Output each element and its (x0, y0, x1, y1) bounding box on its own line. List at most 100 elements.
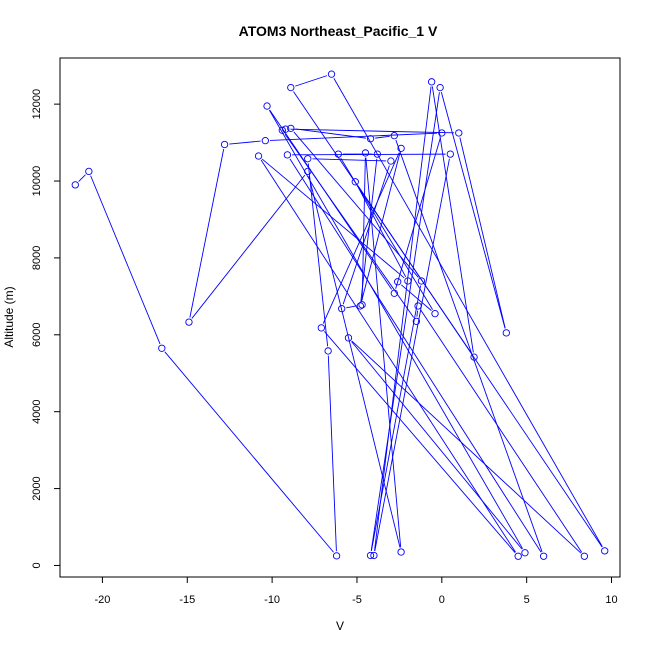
x-tick-label: 5 (524, 594, 530, 606)
series-line-segment (357, 185, 407, 278)
series-line-segment (308, 175, 401, 548)
series-line-segment (284, 133, 415, 318)
series-line-segment (374, 158, 450, 551)
data-point (370, 551, 378, 560)
data-point (514, 552, 522, 560)
data-point (351, 178, 359, 186)
data-point (390, 132, 398, 140)
data-point (361, 149, 370, 157)
data-point (327, 70, 336, 78)
series-line-segment (261, 158, 405, 279)
series-line-segment (333, 78, 603, 548)
data-point (470, 353, 478, 361)
data-point (282, 125, 290, 133)
data-point (373, 150, 381, 158)
data-point (304, 155, 312, 163)
series-line-segment (293, 131, 419, 278)
series-line-segment (395, 139, 543, 552)
data-point (324, 347, 332, 355)
y-tick-label: 4000 (31, 399, 43, 423)
data-point (390, 289, 398, 297)
series-line-segment (360, 158, 378, 302)
data-point (287, 83, 295, 92)
series-line-segment (90, 175, 161, 345)
series-line-segment (416, 310, 418, 317)
series-line-segment (189, 149, 225, 318)
series-line-segment (361, 157, 366, 301)
data-point (304, 167, 312, 176)
data-point (356, 302, 365, 310)
series-lines (78, 75, 603, 554)
y-axis-label: Altitude (m) (2, 286, 16, 347)
series-line-segment (312, 158, 387, 162)
data-point (334, 150, 342, 158)
data-point (158, 344, 166, 352)
x-tick-label: 10 (605, 594, 617, 606)
data-point (397, 548, 405, 556)
series-line-segment (374, 86, 432, 551)
data-point (580, 552, 589, 560)
y-tick-label: 2000 (31, 476, 43, 500)
data-point (446, 150, 454, 158)
y-tick-label: 6000 (31, 323, 43, 347)
series-line-segment (351, 340, 582, 554)
x-tick-label: 0 (439, 594, 445, 606)
series-line-segment (340, 157, 433, 310)
series-line-segment (440, 92, 506, 329)
data-point (287, 124, 295, 133)
series-line-segment (290, 128, 455, 134)
series-line-segment (327, 355, 337, 552)
data-point (417, 277, 426, 285)
series-line-segment (342, 165, 390, 305)
data-point (263, 102, 271, 110)
y-tick-label: 0 (31, 562, 43, 568)
data-point (261, 137, 269, 145)
data-point (431, 310, 439, 318)
data-point (394, 278, 402, 286)
x-axis: -20 -15 -10 -5 0 5 10 (94, 577, 618, 606)
data-point (185, 318, 193, 326)
series-line-segment (260, 159, 517, 553)
data-point (414, 302, 422, 310)
data-point (404, 277, 412, 285)
x-tick-label: -15 (179, 594, 195, 606)
plot-frame (59, 57, 621, 578)
data-point (455, 129, 463, 137)
data-point (436, 83, 444, 92)
series-line-segment (357, 185, 603, 548)
data-point (332, 552, 341, 560)
series-line-segment (191, 174, 306, 319)
series-line-segment (268, 109, 524, 549)
data-point (521, 549, 529, 557)
y-tick-label: 8000 (31, 246, 43, 270)
data-point (254, 152, 263, 160)
y-tick-label: 10000 (31, 166, 43, 197)
series-line-segment (370, 92, 440, 551)
data-point (71, 181, 79, 189)
series-line-segment (322, 152, 400, 324)
series-line-segment (361, 152, 401, 302)
data-point (397, 144, 405, 152)
data-point (366, 551, 375, 560)
series-line-segment (400, 284, 432, 311)
data-point (220, 140, 229, 149)
data-point (366, 135, 375, 143)
data-point (283, 151, 292, 159)
x-axis-label: V (336, 619, 344, 633)
series-line-segment (375, 135, 390, 139)
x-tick-label: -5 (352, 594, 362, 606)
series-line-segment (164, 351, 334, 553)
chart-title: ATOM3 Northeast_Pacific_1 V (239, 23, 438, 39)
series-line-segment (395, 137, 441, 289)
series-line-segment (420, 309, 583, 553)
data-point (601, 547, 609, 555)
x-tick-label: -20 (94, 594, 110, 606)
data-point (358, 301, 366, 309)
series-line-segment (78, 174, 86, 182)
series-line-segment (459, 137, 506, 329)
y-axis: 0 2000 4000 6000 8000 10000 12000 (31, 89, 60, 569)
series-line-segment (351, 341, 523, 550)
series-points (71, 70, 609, 560)
data-point (344, 334, 353, 342)
